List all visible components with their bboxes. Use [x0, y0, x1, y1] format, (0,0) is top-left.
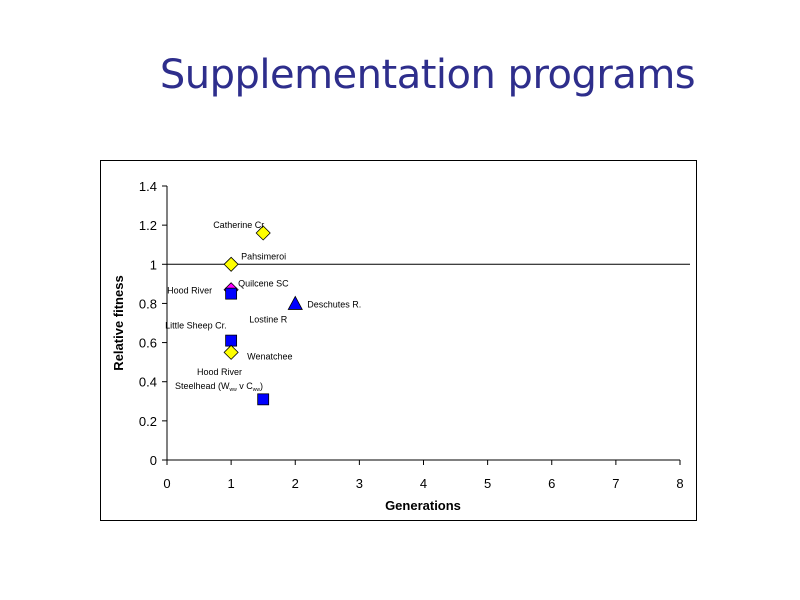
label-part: Steelhead (W: [175, 381, 230, 391]
x-tick-label: 1: [228, 476, 235, 491]
point-label: Lostine R: [249, 314, 288, 324]
y-tick-label: 0: [150, 453, 157, 468]
point-label: Wenatchee: [247, 351, 292, 361]
slide-title: Supplementation programs: [159, 52, 696, 98]
x-tick-label: 2: [292, 476, 299, 491]
y-tick-label: 1.4: [139, 179, 157, 194]
x-tick-label: 4: [420, 476, 427, 491]
axes: 0 0.2 0.4 0.6 0.8 1 1.2 1.4 0 1 2 3 4 5 6 7 8: [139, 179, 684, 491]
point-label: Catherine Cr: [213, 220, 264, 230]
point-labels-layer: Catherine Cr Pahsimeroi Quilcene SC Hood Ri…: [165, 220, 361, 393]
point-label: Little Sheep Cr.: [165, 321, 227, 331]
point-marker-square: [225, 287, 238, 300]
y-tick-label: 1: [150, 257, 157, 272]
point-label: Quilcene SC: [238, 279, 289, 289]
x-tick-label: 5: [484, 476, 491, 491]
x-tick-label: 0: [163, 476, 170, 491]
x-tick-label: 7: [612, 476, 619, 491]
y-tick-label: 1.2: [139, 218, 157, 233]
x-tick-label: 6: [548, 476, 555, 491]
y-tick-label: 0.6: [139, 336, 157, 351]
point-label: Deschutes R.: [307, 299, 361, 309]
points-layer: [223, 225, 303, 406]
chart-frame: 0 0.2 0.4 0.6 0.8 1 1.2 1.4 0 1 2 3 4 5 6 7 8 Catherine …: [100, 160, 697, 521]
y-axis-title: Relative fitness: [111, 275, 126, 370]
point-marker-triangle: [287, 295, 303, 310]
steelhead-label-line2: Steelhead (Www v Cww): [175, 381, 263, 393]
scatter-chart: 0 0.2 0.4 0.6 0.8 1 1.2 1.4 0 1 2 3 4 5 6 7 8 Catherine …: [111, 179, 690, 513]
x-axis-title: Generations: [385, 498, 461, 513]
point-marker-square: [225, 334, 238, 347]
x-tick-label: 3: [356, 476, 363, 491]
point-marker-square: [257, 393, 270, 406]
point-marker-diamond: [223, 344, 239, 360]
y-tick-label: 0.8: [139, 296, 157, 311]
x-tick-label: 8: [676, 476, 683, 491]
subscript: ww: [253, 387, 261, 393]
point-marker-diamond: [223, 256, 239, 272]
label-part: ): [260, 381, 263, 391]
y-tick-label: 0.4: [139, 375, 157, 390]
point-label: Hood River: [167, 286, 212, 296]
y-tick-label: 0.2: [139, 414, 157, 429]
steelhead-label-line1: Hood River: [197, 367, 242, 377]
subscript: ww: [230, 387, 238, 393]
point-marker-diamond: [255, 225, 271, 241]
label-part: v C: [237, 381, 254, 391]
point-label: Pahsimeroi: [241, 251, 286, 261]
